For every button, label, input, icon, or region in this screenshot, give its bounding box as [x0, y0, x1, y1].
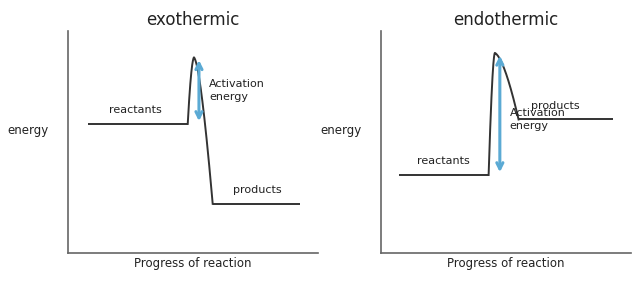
Text: energy: energy — [7, 124, 49, 137]
X-axis label: Progress of reaction: Progress of reaction — [447, 257, 565, 270]
Title: endothermic: endothermic — [453, 11, 559, 29]
Text: products: products — [531, 101, 580, 111]
Title: exothermic: exothermic — [146, 11, 239, 29]
X-axis label: Progress of reaction: Progress of reaction — [134, 257, 252, 270]
Text: energy: energy — [321, 124, 362, 137]
Text: reactants: reactants — [417, 156, 470, 166]
Text: Activation
energy: Activation energy — [209, 80, 265, 102]
Text: products: products — [232, 185, 281, 195]
Text: reactants: reactants — [109, 105, 162, 115]
Text: Activation
energy: Activation energy — [510, 108, 566, 131]
